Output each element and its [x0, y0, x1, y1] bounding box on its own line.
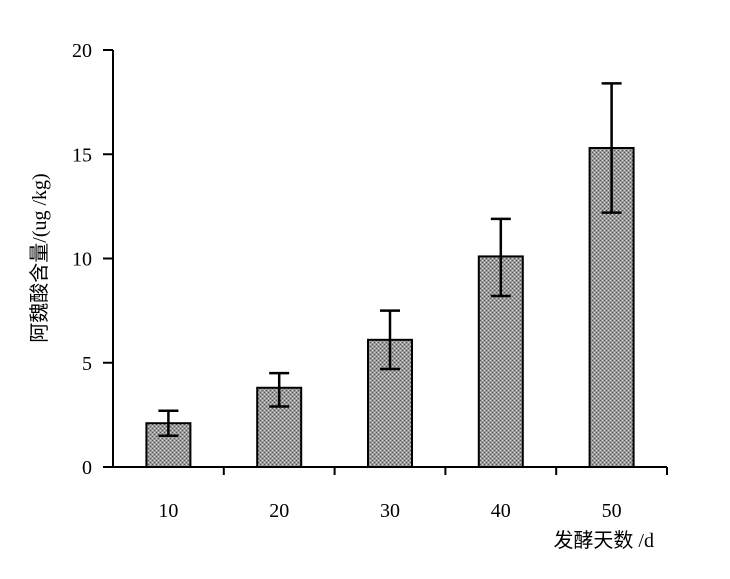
x-tick-label-40: 40	[491, 500, 511, 522]
error-bars-group	[158, 82, 622, 437]
x-tick-label-10: 10	[158, 500, 178, 522]
y-tick-label: 20	[72, 40, 92, 62]
y-axis-title: 阿魏酸含量/(ug /kg)	[28, 173, 51, 342]
y-axis-ticks: 0 5 10 15 20	[72, 40, 113, 479]
x-tick-label-30: 30	[380, 500, 400, 522]
y-tick-label: 15	[72, 144, 92, 166]
y-tick-label: 5	[82, 353, 92, 375]
x-axis-ticks	[222, 467, 668, 475]
x-tick-labels: 10 20 30 40 50	[158, 500, 621, 522]
x-tick-label-20: 20	[269, 500, 289, 522]
y-tick-label: 10	[72, 249, 92, 271]
bars-group	[145, 146, 635, 469]
y-tick-label: 0	[82, 457, 92, 479]
x-axis-title: 发酵天数 /d	[553, 529, 654, 552]
x-tick-label-50: 50	[602, 500, 622, 522]
